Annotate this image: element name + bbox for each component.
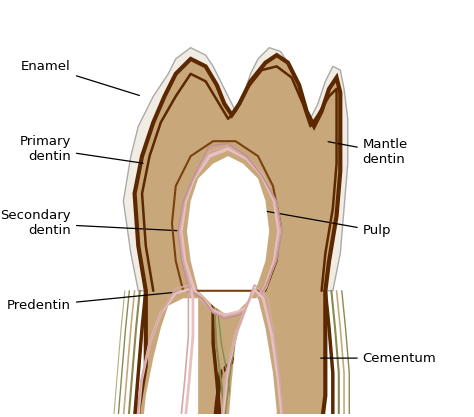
Text: Secondary
dentin: Secondary dentin — [0, 209, 181, 237]
Polygon shape — [123, 48, 348, 291]
Text: Enamel: Enamel — [21, 60, 139, 95]
Polygon shape — [187, 156, 269, 313]
Text: Predentin: Predentin — [7, 291, 188, 312]
Polygon shape — [228, 298, 277, 417]
Polygon shape — [142, 298, 198, 417]
Text: Primary
dentin: Primary dentin — [19, 135, 143, 163]
Text: Cementum: Cementum — [320, 352, 437, 364]
Text: Pulp: Pulp — [253, 209, 391, 237]
Text: Mantle
dentin: Mantle dentin — [328, 138, 408, 166]
Polygon shape — [135, 55, 340, 417]
